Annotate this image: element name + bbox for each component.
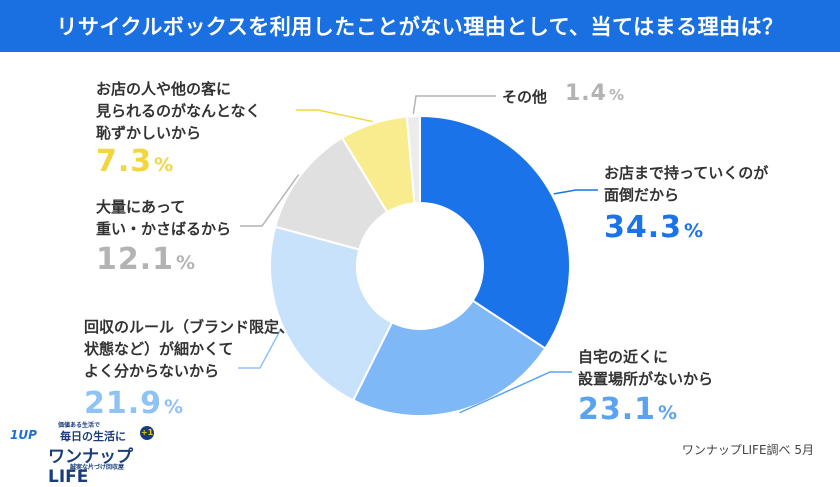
- slice-label-mendou: お店まで持っていくのが 面倒だから: [604, 162, 768, 206]
- pct-value: 34.3: [604, 210, 683, 245]
- slice-pct-basho: 23.1%: [578, 392, 678, 427]
- slice-label-line: 見られるのがなんとなく: [96, 102, 261, 120]
- leader-line-hazukashii: [296, 109, 373, 123]
- slice-pct-omoi: 12.1%: [96, 242, 196, 277]
- donut-slice-rule: [269, 225, 394, 402]
- logo-sub: 誠実な片づけ回収屋: [70, 464, 125, 471]
- donut-chart: [238, 95, 598, 417]
- pct-value: 1.4: [565, 81, 607, 106]
- pct-unit: %: [176, 252, 197, 274]
- slice-label-line: 大量にあって: [96, 198, 186, 216]
- slice-label-line: お店の人や他の客に: [96, 80, 232, 98]
- donut-slice-basho: [351, 299, 547, 417]
- chart-title: リサイクルボックスを利用したことがない理由として、当てはまる理由は？: [56, 15, 784, 39]
- brand-logo: 1UP 価値ある生活で 毎日の生活に +1 ワンナップLIFE 誠実な片づけ回収…: [10, 420, 160, 487]
- pct-unit: %: [658, 402, 679, 424]
- pct-value: 7.3: [96, 144, 153, 179]
- slice-label-line: 回収のルール（ブランド限定、: [84, 318, 295, 336]
- slice-pct-rule: 21.9%: [84, 386, 184, 421]
- slice-pct-hazukashii: 7.3%: [96, 144, 174, 179]
- pct-value: 23.1: [578, 392, 657, 427]
- pct-unit: %: [608, 86, 626, 104]
- logo-tagline: 価値ある生活で: [58, 422, 101, 429]
- slice-label-other: その他: [502, 86, 547, 108]
- slice-label-line: 重い・かさばるから: [96, 220, 232, 238]
- logo-badge: 1UP: [10, 428, 37, 442]
- slice-label-line: 設置場所がないから: [578, 370, 714, 388]
- slice-label-basho: 自宅の近くに 設置場所がないから: [578, 346, 713, 390]
- slice-label-hazukashii: お店の人や他の客に 見られるのがなんとなく 恥ずかしいから: [96, 78, 261, 144]
- slice-label-line: お店まで持っていくのが: [604, 164, 769, 182]
- leader-line-rule: [238, 327, 283, 369]
- slice-label-line: よく分からないから: [84, 362, 220, 380]
- leader-line-mendou: [553, 189, 598, 195]
- slice-label-line: 恥ずかしいから: [96, 124, 202, 142]
- slice-pct-mendou: 34.3%: [604, 210, 704, 245]
- leader-line-basho: [459, 371, 572, 414]
- slice-label-line: その他: [502, 88, 548, 106]
- slice-label-line: 面倒だから: [604, 186, 680, 204]
- slice-label-line: 自宅の近くに: [578, 348, 669, 366]
- donut-slice-mendou: [419, 114, 571, 350]
- slice-label-rule: 回収のルール（ブランド限定、 状態など）が細かくて よく分からないから: [84, 316, 294, 382]
- slice-label-line: 状態など）が細かくて: [84, 340, 234, 358]
- pct-unit: %: [154, 154, 175, 176]
- pct-value: 21.9: [84, 386, 163, 421]
- title-bar: リサイクルボックスを利用したことがない理由として、当てはまる理由は？: [0, 0, 840, 52]
- pct-value: 12.1: [96, 242, 175, 277]
- slice-label-omoi: 大量にあって 重い・かさばるから: [96, 196, 231, 240]
- pct-unit: %: [164, 396, 185, 418]
- slice-pct-other: 1.4%: [565, 81, 625, 106]
- pct-unit: %: [684, 220, 705, 242]
- logo-catch: 毎日の生活に: [60, 430, 126, 443]
- donut-slice-other: [405, 114, 421, 205]
- logo-plus-icon: +1: [140, 426, 154, 440]
- source-note: ワンナップLIFE調べ 5月: [681, 443, 814, 457]
- leader-line-other: [412, 95, 496, 115]
- leader-line-omoi: [240, 174, 300, 227]
